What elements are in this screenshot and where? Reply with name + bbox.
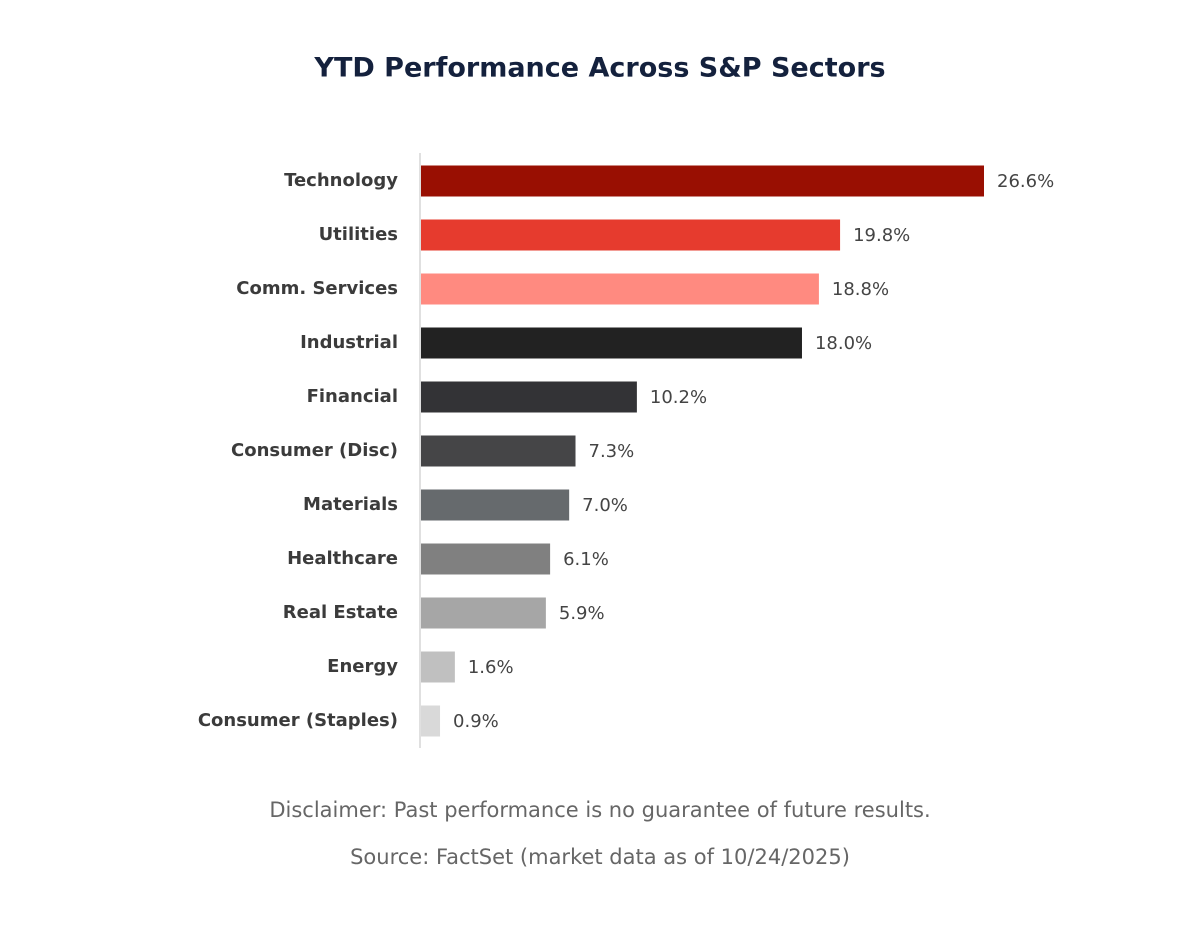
category-label: Comm. Services [236, 278, 398, 299]
chart-title: YTD Performance Across S&P Sectors [313, 53, 885, 84]
value-label: 6.1% [563, 549, 609, 570]
category-label: Real Estate [283, 602, 398, 623]
source: Source: FactSet (market data as of 10/24… [350, 845, 850, 869]
bar [421, 543, 551, 575]
bar [421, 381, 637, 413]
bar [421, 327, 802, 359]
category-label: Materials [303, 494, 398, 515]
bar [421, 597, 546, 629]
value-label: 0.9% [453, 711, 499, 732]
category-label: Consumer (Staples) [198, 710, 398, 731]
bar [421, 219, 841, 251]
bar [421, 273, 819, 305]
category-label: Industrial [300, 332, 398, 353]
value-label: 18.0% [815, 333, 872, 354]
value-label: 1.6% [468, 657, 514, 678]
category-label: Consumer (Disc) [231, 440, 398, 461]
value-label: 26.6% [997, 171, 1054, 192]
value-label: 18.8% [832, 279, 889, 300]
category-label: Utilities [319, 224, 398, 245]
disclaimer: Disclaimer: Past performance is no guara… [269, 798, 930, 822]
bar [421, 705, 441, 737]
bar [421, 165, 984, 197]
value-label: 19.8% [853, 225, 910, 246]
bar [421, 489, 570, 521]
value-label: 7.3% [589, 441, 635, 462]
category-label: Technology [284, 170, 398, 191]
value-label: 7.0% [582, 495, 628, 516]
bar [421, 651, 455, 683]
value-label: 5.9% [559, 603, 605, 624]
value-label: 10.2% [650, 387, 707, 408]
category-label: Energy [327, 656, 398, 677]
bar [421, 435, 576, 467]
category-label: Healthcare [287, 548, 398, 569]
category-label: Financial [307, 386, 398, 407]
